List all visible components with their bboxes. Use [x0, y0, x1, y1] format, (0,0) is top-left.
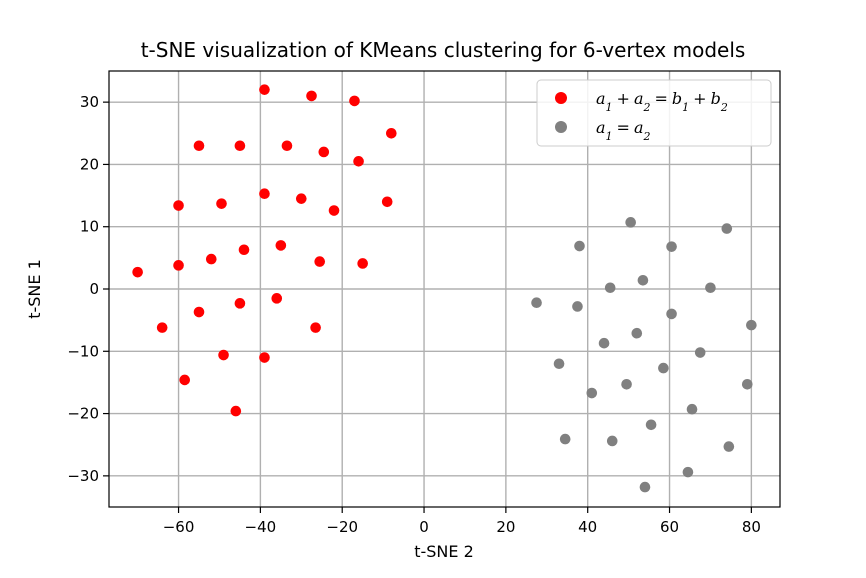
gray-cluster-point	[721, 223, 733, 234]
red-cluster-point	[386, 127, 397, 139]
gray-cluster-point	[621, 378, 632, 390]
y-tick-label: 0	[89, 280, 99, 298]
gray-cluster-point	[572, 301, 583, 312]
chart-title: t-SNE visualization of KMeans clustering…	[141, 38, 746, 62]
red-cluster-point	[156, 322, 168, 333]
red-cluster-point	[349, 95, 360, 107]
red-cluster-point	[281, 140, 293, 152]
legend-box	[536, 79, 772, 147]
red-cluster-point	[275, 240, 287, 251]
gray-cluster-point	[682, 466, 694, 478]
gray-cluster-point	[631, 327, 643, 339]
gray-cluster-point	[694, 347, 706, 358]
gray-cluster-point	[639, 481, 651, 493]
red-cluster-point	[259, 188, 270, 200]
red-cluster-point	[306, 90, 317, 102]
red-cluster-point	[318, 146, 330, 158]
gray-cluster-point	[686, 403, 698, 415]
red-cluster-point	[328, 205, 340, 216]
gray-cluster-point	[606, 435, 618, 447]
gray-cluster-point	[723, 441, 735, 452]
red-cluster-point	[132, 266, 143, 278]
red-cluster-point	[179, 374, 190, 386]
x-tick-label: 20	[496, 518, 515, 536]
gray-cluster-point	[645, 419, 657, 431]
gray-cluster-point	[658, 362, 669, 374]
red-cluster-point	[357, 258, 368, 269]
gray-cluster-point	[598, 337, 610, 349]
y-tick-label: −30	[67, 467, 99, 485]
gray-cluster-point	[666, 308, 677, 320]
legend-marker-gray	[555, 121, 567, 133]
x-tick-label: 80	[742, 518, 761, 536]
gray-cluster-point	[531, 297, 542, 309]
y-tick-label: 10	[80, 218, 99, 236]
gray-cluster-point	[553, 358, 565, 370]
y-axis-ticks: −30 −20 −10 0 10 20 30	[67, 93, 109, 485]
red-cluster-point	[234, 298, 246, 309]
data-points	[132, 84, 757, 493]
red-cluster-point	[205, 253, 217, 265]
legend-marker-red	[555, 92, 567, 104]
x-tick-label: 60	[660, 518, 679, 536]
x-tick-label: −60	[163, 518, 195, 536]
red-cluster-point	[259, 352, 270, 363]
y-tick-label: 20	[80, 155, 99, 173]
red-cluster-point	[218, 349, 229, 361]
x-axis-label: t-SNE 2	[414, 542, 474, 561]
red-cluster-point	[230, 405, 242, 417]
gray-cluster-point	[604, 282, 616, 294]
red-cluster-point	[381, 196, 393, 208]
gray-cluster-point	[586, 387, 598, 399]
y-tick-label: −20	[67, 405, 99, 423]
x-tick-label: 40	[578, 518, 597, 536]
red-cluster-point	[314, 256, 326, 267]
y-axis-label: t-SNE 1	[25, 259, 44, 319]
red-cluster-point	[193, 140, 205, 152]
y-tick-label: −10	[67, 342, 99, 360]
gray-cluster-point	[666, 241, 677, 252]
red-cluster-point	[216, 198, 227, 209]
x-axis-ticks: −60 −40 −20 0 20 40 60 80	[163, 507, 761, 536]
gray-cluster-point	[574, 240, 585, 252]
x-tick-label: 0	[419, 518, 429, 536]
x-tick-label: −40	[245, 518, 277, 536]
legend: a1 + a2 = b1 + b2 a1 = a2	[536, 79, 772, 147]
red-cluster-point	[310, 322, 321, 333]
gray-cluster-point	[705, 282, 716, 294]
red-cluster-point	[295, 193, 307, 204]
legend-label-gray: a1 = a2	[596, 118, 651, 143]
gray-cluster-point	[741, 378, 753, 390]
red-cluster-point	[173, 200, 184, 211]
red-cluster-point	[173, 260, 184, 271]
gray-cluster-point	[625, 217, 636, 228]
gray-cluster-point	[559, 433, 571, 445]
red-cluster-point	[193, 306, 205, 318]
x-tick-label: −20	[326, 518, 358, 536]
y-tick-label: 30	[80, 93, 99, 111]
red-cluster-point	[271, 293, 283, 304]
legend-label-red: a1 + a2 = b1 + b2	[596, 89, 728, 114]
red-cluster-point	[353, 156, 364, 167]
gray-cluster-point	[746, 319, 757, 331]
red-cluster-point	[259, 84, 270, 95]
red-cluster-point	[238, 244, 250, 256]
red-cluster-point	[234, 140, 246, 152]
gray-cluster-point	[637, 274, 649, 286]
